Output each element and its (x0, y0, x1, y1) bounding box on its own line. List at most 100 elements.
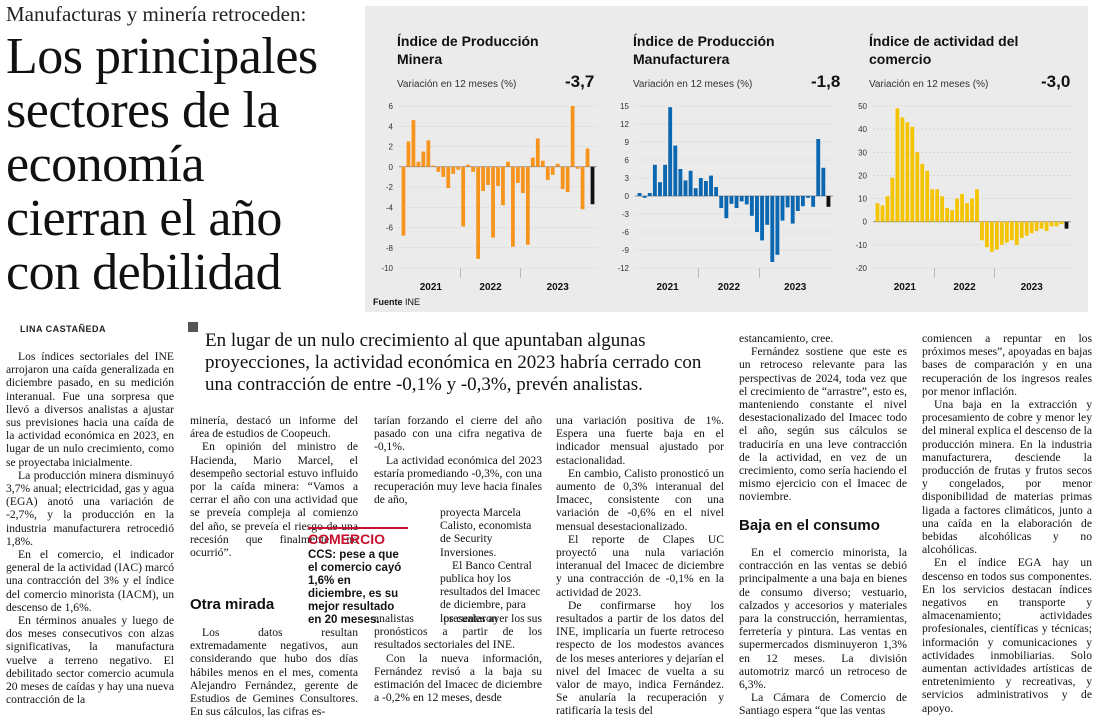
column-6: comiencen a repuntar en los próximos mes… (922, 332, 1092, 715)
bar (406, 141, 411, 167)
paragraph: En opinión del ministro de Hacienda, Mar… (190, 440, 358, 560)
y-tick-label: 0 (389, 163, 394, 172)
bar (765, 196, 770, 225)
chart-2-title: Índice de Producción Manufacturera (633, 33, 775, 67)
bar (755, 196, 759, 232)
paragraph: En el comercio, el indicador general de … (6, 548, 174, 614)
bar (940, 196, 945, 222)
bar (1004, 221, 1009, 243)
x-year-label: 2021 (420, 282, 443, 293)
bar (950, 210, 954, 222)
paragraph: Con la nueva información, Fernández revi… (374, 651, 542, 705)
bar (560, 166, 565, 190)
column-2-top: minería, destacó un informe del área de … (190, 414, 358, 559)
headline: Los principales sectores de la economía … (6, 28, 318, 301)
bar (1059, 221, 1064, 225)
y-tick-label: -9 (622, 246, 630, 255)
bar (965, 203, 969, 222)
chart-3-title: Índice de actividad del comercio (869, 33, 1019, 67)
bar (960, 193, 964, 222)
bar (545, 166, 550, 180)
bar (1024, 221, 1029, 236)
bar (530, 157, 535, 167)
bar (985, 221, 989, 248)
bar (714, 187, 719, 196)
column-3-top: tarían forzando el cierre del año pasado… (374, 414, 542, 506)
y-tick-label: 15 (620, 102, 629, 111)
bar (935, 189, 940, 222)
y-tick-label: -10 (381, 264, 393, 273)
paragraph: El reporte de Clapes UC proyectó una nul… (556, 532, 724, 599)
bar (1044, 221, 1049, 231)
bar (990, 221, 994, 252)
y-tick-label: 2 (389, 143, 394, 152)
bar (471, 166, 476, 172)
paragraph: En términos anuales y luego de dos meses… (6, 614, 174, 707)
y-tick-label: 30 (858, 148, 867, 157)
bar (980, 221, 984, 241)
bar (516, 166, 520, 183)
bar (637, 193, 642, 196)
x-year-label: 2022 (953, 282, 976, 293)
bar (441, 166, 446, 177)
bar (1009, 221, 1014, 241)
bar (930, 189, 935, 222)
x-year-label: 2021 (657, 282, 680, 293)
box-quote: CCS: pese a que el comercio cayó 1,6% en… (308, 549, 402, 626)
column-5-bottom: En el comercio minorista, la contracción… (739, 546, 907, 718)
y-tick-label: 9 (625, 138, 630, 147)
bar (501, 166, 505, 206)
bar (1039, 221, 1044, 229)
source-label: Fuente (373, 297, 403, 307)
bar (900, 117, 905, 222)
source-value: INE (405, 297, 421, 307)
bar (511, 166, 515, 247)
paragraph: En el índice EGA hay un descenso en todo… (922, 556, 1092, 715)
bar (910, 126, 915, 222)
chart-panel: Índice de Producción Minera Variación en… (365, 6, 1088, 312)
x-year-label: 2023 (547, 282, 570, 293)
bar (575, 166, 580, 169)
bar (875, 203, 880, 222)
paragraph: analistas presentaron sus pronósticos a … (374, 612, 542, 652)
bar (880, 205, 885, 222)
bar (446, 166, 451, 189)
y-tick-label: -10 (855, 241, 867, 250)
bar (925, 170, 930, 222)
subhead-otra-mirada: Otra mirada (190, 596, 275, 613)
bar (729, 196, 734, 204)
bar (451, 166, 456, 174)
y-tick-label: -6 (622, 228, 630, 237)
bar (426, 140, 431, 167)
paragraph: comiencen a repuntar en los próximos mes… (922, 332, 1092, 398)
bar (975, 189, 979, 222)
bar (642, 196, 647, 198)
bar (994, 221, 999, 250)
column-3-bottom: analistas presentaron sus pronósticos a … (374, 612, 542, 704)
y-tick-label: -8 (386, 244, 394, 253)
paragraph: minería, destacó un informe del área de … (190, 414, 358, 441)
bar (816, 139, 821, 196)
bar (652, 164, 657, 196)
bar (688, 170, 693, 196)
chart-1-title: Índice de Producción Minera (397, 33, 539, 67)
bar (724, 196, 729, 219)
bar (1034, 221, 1039, 231)
bar (496, 166, 500, 186)
bar (955, 198, 959, 222)
y-tick-label: 20 (858, 171, 867, 180)
bar (555, 163, 560, 167)
paragraph: En el comercio minorista, la contracción… (739, 546, 907, 692)
bar (663, 164, 668, 196)
chart-3-latest: -3,0 (1041, 72, 1071, 91)
bar (703, 181, 708, 196)
x-year-label: 2023 (784, 282, 807, 293)
bar (744, 196, 749, 205)
y-tick-label: 50 (858, 102, 867, 111)
y-tick-label: -20 (855, 264, 867, 273)
bar (520, 166, 525, 194)
byline: LINA CASTAÑEDA (20, 324, 106, 334)
y-tick-label: 6 (389, 102, 394, 111)
bar (760, 196, 765, 241)
y-tick-label: -2 (386, 183, 394, 192)
